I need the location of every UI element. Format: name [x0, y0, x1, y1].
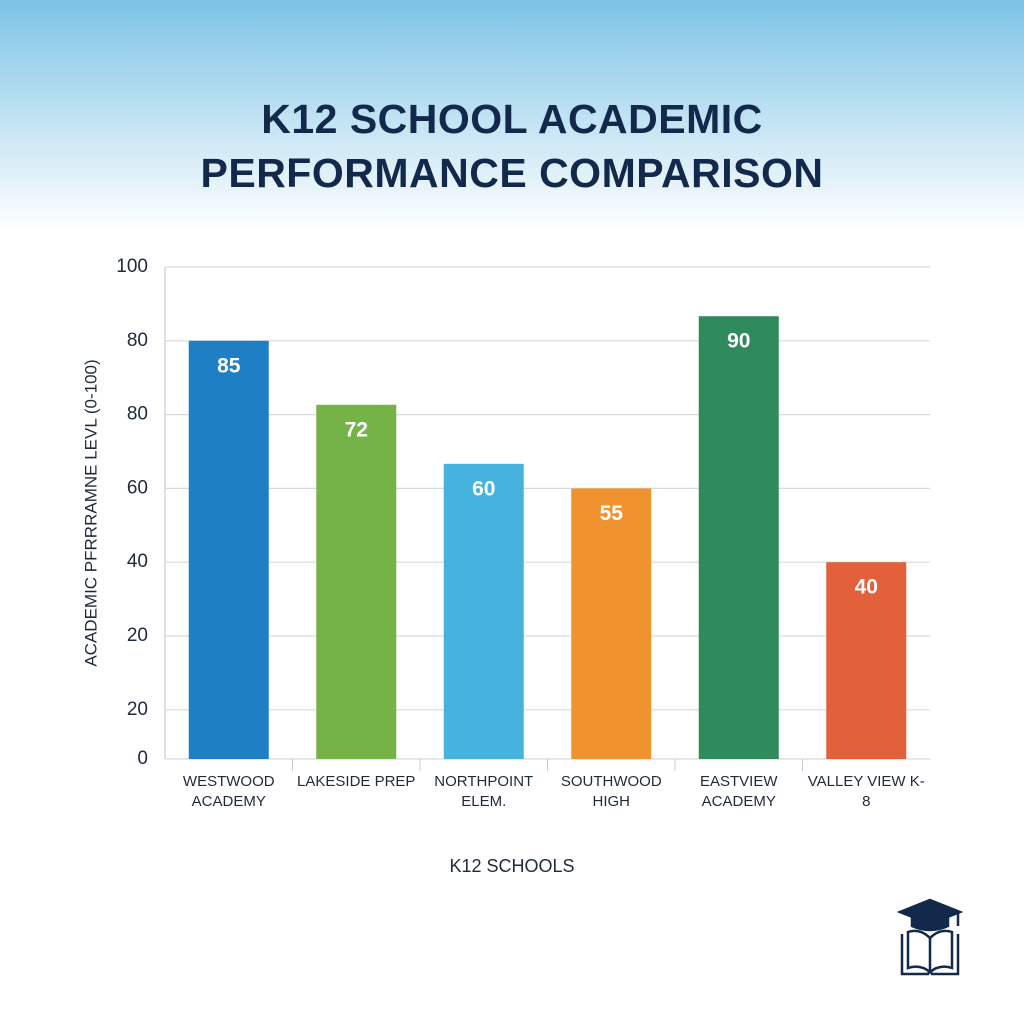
bar	[188, 340, 269, 759]
data-label: 55	[600, 502, 624, 525]
y-axis-label: ACADEMIC PFRRRAMNE LEVL (0-100)	[81, 359, 100, 666]
x-axis-label: K12 SCHOOLS	[449, 856, 575, 876]
icon	[896, 898, 964, 976]
bar	[826, 562, 907, 759]
bar	[316, 404, 397, 759]
bar	[698, 316, 779, 759]
y-tick-label: 20	[127, 625, 148, 646]
y-tick-label: 80	[127, 330, 148, 351]
data-label: 85	[217, 354, 241, 377]
x-tick-label: NORTHPOINT ELEM.	[434, 773, 534, 810]
x-tick-label: VALLEY VIEW K-8	[807, 773, 925, 810]
y-tick-label: 0	[137, 748, 148, 769]
y-tick-label: 20	[127, 699, 148, 720]
data-label: 60	[472, 477, 495, 500]
x-tick-label: LAKESIDE PREP	[297, 773, 416, 790]
y-tick-label: 40	[127, 551, 148, 572]
data-label: 72	[345, 418, 368, 441]
bar	[443, 463, 524, 759]
x-tick-label: EASTVIEW ACADEMY	[699, 773, 778, 810]
chart-title: K12 SCHOOL ACADEMIC PERFORMANCE COMPARIS…	[200, 96, 824, 196]
y-tick-label: 60	[127, 477, 148, 498]
data-label: 90	[727, 330, 750, 353]
y-tick-label: 80	[127, 404, 148, 425]
y-tick-label: 100	[116, 256, 148, 277]
x-tick-label: SOUTHWOOD HIGH	[560, 773, 662, 810]
x-tick-label: WESTWOOD ACADEMY	[182, 773, 275, 810]
bar	[571, 488, 652, 759]
data-label: 40	[855, 576, 878, 599]
